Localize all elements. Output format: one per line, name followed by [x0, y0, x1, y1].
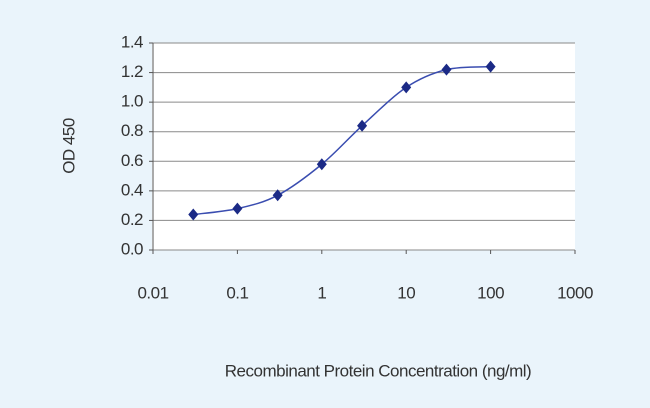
x-tick-label: 100 — [477, 283, 504, 302]
x-axis-label: Recombinant Protein Concentration (ng/ml… — [225, 361, 531, 380]
data-point — [232, 202, 243, 215]
x-tick-label: 1000 — [557, 283, 593, 302]
data-point — [401, 81, 412, 94]
x-tick-label: 0.1 — [226, 283, 248, 302]
y-tick-label: 0.0 — [121, 239, 143, 258]
data-point — [316, 158, 327, 171]
data-point — [272, 189, 283, 202]
data-point — [188, 208, 199, 221]
data-point — [441, 63, 452, 76]
y-tick-label: 1.4 — [121, 32, 143, 51]
y-tick-label: 0.8 — [121, 121, 143, 140]
y-axis-label: OD 450 — [59, 118, 78, 174]
data-point — [357, 119, 368, 132]
data-point — [485, 60, 496, 73]
y-tick-label: 0.6 — [121, 151, 143, 170]
x-tick-label: 10 — [397, 283, 415, 302]
plot-area — [152, 43, 575, 250]
y-tick-label: 1.0 — [121, 92, 143, 111]
x-tick-label: 0.01 — [137, 283, 168, 302]
y-tick-label: 0.4 — [121, 180, 143, 199]
y-tick-label: 1.2 — [121, 62, 143, 81]
y-tick-label: 0.2 — [121, 210, 143, 229]
x-tick-label: 1 — [317, 283, 326, 302]
